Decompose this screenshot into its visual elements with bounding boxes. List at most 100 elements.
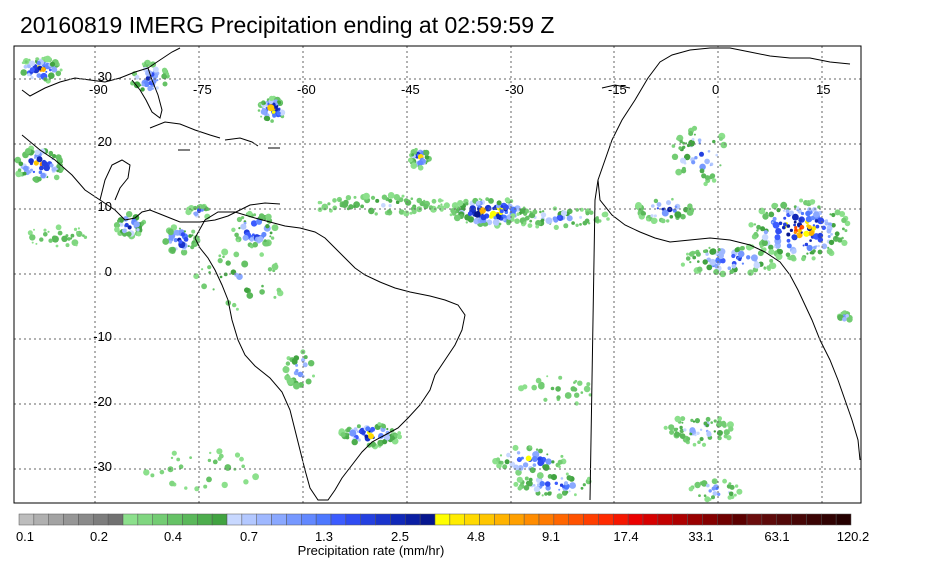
precip-cell (234, 232, 239, 238)
precip-cell (218, 254, 222, 258)
precip-cell (171, 450, 177, 456)
precip-cell (834, 236, 838, 239)
precip-cell (170, 224, 178, 231)
precip-cell (55, 154, 62, 161)
precip-cell (365, 426, 371, 432)
precip-cell (31, 241, 34, 244)
precip-cell (170, 456, 174, 460)
colorbar-swatch (330, 513, 347, 526)
precip-cell (33, 228, 35, 231)
precip-cell (194, 486, 200, 492)
precip-cell (697, 266, 703, 272)
precip-cell (557, 459, 563, 465)
precip-cell (766, 265, 771, 270)
longitude-labels: -90 -75 -60 -45 -30 -15 0 15 (89, 82, 830, 97)
precip-cell (556, 395, 561, 400)
precip-cell (757, 250, 764, 257)
precip-cell (681, 421, 684, 424)
precip-cell (469, 205, 477, 212)
colorbar-swatch (63, 513, 79, 526)
precip-cell (221, 248, 229, 256)
precip-cell (817, 249, 823, 255)
precip-cell (27, 73, 31, 77)
precip-cell (540, 212, 547, 218)
precip-cell (417, 160, 424, 166)
precip-cell (136, 228, 140, 232)
precip-cell (708, 246, 711, 249)
precip-cell (720, 141, 728, 149)
colorbar-swatch (390, 513, 406, 526)
precip-cell (705, 252, 709, 256)
precip-cell (740, 246, 745, 251)
precip-cell (345, 195, 352, 201)
precip-cell (345, 435, 350, 440)
precip-cell (813, 245, 817, 250)
precip-cell (753, 231, 758, 236)
precip-cell (571, 221, 575, 225)
precip-cell (39, 237, 44, 242)
precip-cell (733, 493, 737, 497)
precip-cell (263, 115, 269, 121)
precip-cell (674, 205, 678, 209)
colorbar-tick-label: 0.7 (240, 529, 258, 544)
precip-cell (297, 371, 304, 378)
precip-cell (536, 483, 541, 487)
precip-cell (267, 104, 275, 112)
precip-cell (686, 252, 689, 256)
precip-cell (51, 66, 58, 73)
precip-cell (147, 85, 153, 92)
precip-cell (550, 474, 558, 481)
coastline-africa-west (597, 179, 861, 461)
graticule (14, 46, 861, 503)
precip-cell (193, 242, 197, 246)
precip-cell (377, 439, 384, 447)
colorbar-swatch (538, 513, 555, 526)
precip-cell (532, 484, 536, 487)
precip-cell (768, 211, 775, 218)
precip-cell (584, 218, 590, 224)
precip-cell (145, 75, 151, 81)
precip-cell (51, 167, 56, 172)
precip-cell (244, 287, 250, 293)
precip-cell (575, 223, 579, 227)
precip-cell (43, 228, 47, 232)
colorbar-swatch (464, 513, 480, 526)
colorbar-tick-label: 4.8 (467, 529, 485, 544)
precip-cell (703, 421, 708, 426)
map-title: 20160819 IMERG Precipitation ending at 0… (20, 12, 555, 38)
precip-cell (579, 223, 582, 226)
precip-cell (15, 170, 23, 178)
precip-cell (252, 473, 259, 481)
precip-cell (704, 496, 711, 503)
coastline-yucatan (99, 159, 131, 201)
precip-cell (729, 484, 735, 490)
precip-cell (831, 223, 836, 228)
precip-cell (255, 218, 263, 225)
precip-cell (580, 486, 584, 490)
precip-cell (737, 250, 745, 258)
precip-cell (680, 416, 686, 422)
coastline-cuba (149, 121, 221, 139)
precip-cell (826, 248, 833, 255)
precip-cell (523, 485, 530, 491)
precip-cell (656, 207, 660, 210)
precip-cell (535, 448, 539, 451)
precip-cell (717, 252, 724, 260)
precip-cell (201, 283, 208, 290)
precip-cell (357, 438, 361, 442)
precip-cell (32, 176, 38, 182)
coastline-mexico-gulf (21, 67, 163, 119)
precip-cell (538, 457, 541, 461)
precip-cell (249, 237, 254, 242)
precip-cell (674, 211, 682, 219)
precip-cell (582, 483, 586, 487)
precip-cell (535, 224, 540, 229)
coastline-us-east (147, 47, 181, 69)
precip-cell (423, 203, 429, 210)
precip-cell (531, 384, 537, 391)
colorbar-swatch (152, 513, 168, 526)
precip-cell (247, 210, 253, 216)
precip-cell (692, 442, 697, 447)
precip-cell (381, 423, 386, 429)
precip-cell (282, 366, 290, 374)
